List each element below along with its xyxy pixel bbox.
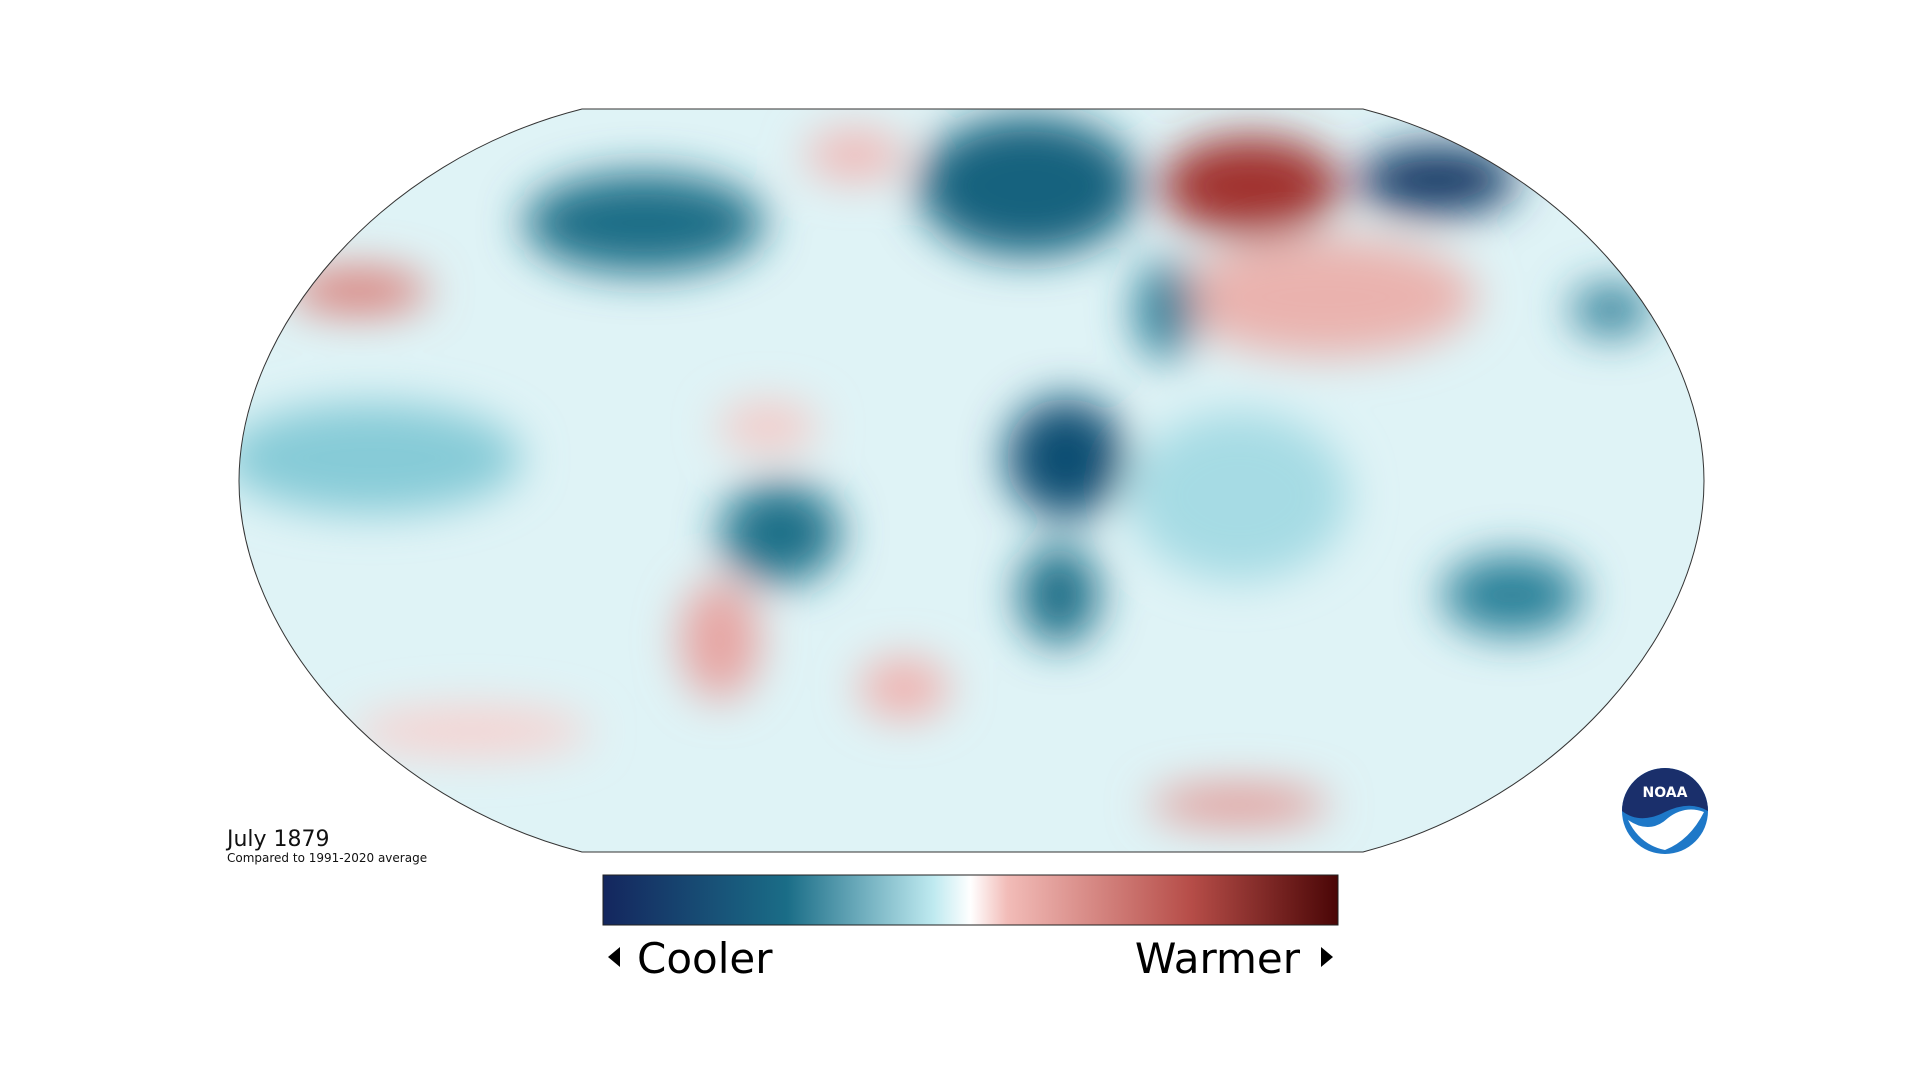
noaa-logo: NOAA	[1622, 768, 1708, 854]
map-subtitle: Compared to 1991-2020 average	[227, 851, 427, 865]
legend-low-label: Cooler	[637, 934, 773, 983]
left-arrow	[608, 947, 620, 967]
legend-high-label: Warmer	[1135, 934, 1301, 983]
right-arrow	[1321, 947, 1333, 967]
map-title: July 1879	[225, 827, 330, 852]
logo-text: NOAA	[1643, 785, 1688, 801]
anomaly-field	[239, 116, 1651, 825]
map-outline	[238, 108, 1705, 853]
color-bar	[602, 874, 1339, 926]
anomaly-map	[239, 109, 1704, 852]
